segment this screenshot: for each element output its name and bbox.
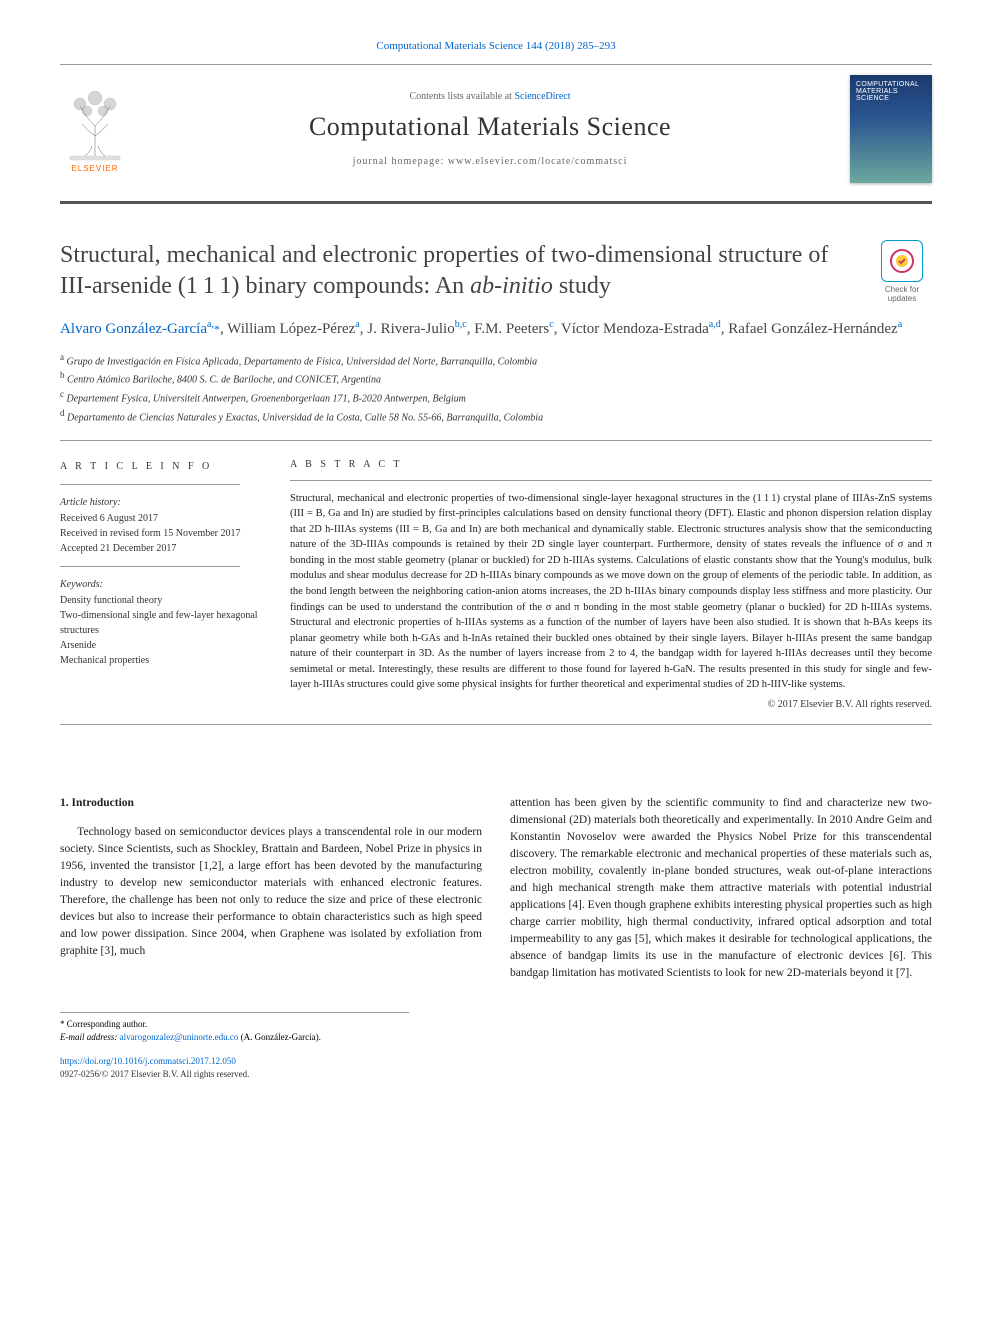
author-5-pre: , Víctor Mendoza-Estrada	[554, 321, 709, 337]
author-list: Alvaro González-Garcíaa,*, William López…	[60, 317, 932, 341]
author-5-affil[interactable]: a,d	[709, 319, 721, 330]
author-1-affil[interactable]: a,	[207, 319, 214, 330]
author-1[interactable]: Alvaro González-García	[60, 321, 207, 337]
article-body: 1. Introduction Technology based on semi…	[60, 795, 932, 982]
check-updates-label: Check for updates	[885, 285, 919, 303]
intro-para-right: attention has been given by the scientif…	[510, 795, 932, 982]
affiliation-list: a Grupo de Investigación en Física Aplic…	[60, 351, 932, 426]
body-column-left: 1. Introduction Technology based on semi…	[60, 795, 482, 982]
history-label: Article history:	[60, 495, 260, 510]
accepted-date: Accepted 21 December 2017	[60, 541, 260, 556]
title-italic: ab-initio	[470, 273, 553, 299]
homepage-label: journal homepage:	[353, 156, 448, 167]
keyword-1: Density functional theory	[60, 593, 260, 608]
author-3-pre: , J. Rivera-Julio	[360, 321, 455, 337]
journal-title: Computational Materials Science	[150, 112, 830, 142]
abstract-column: A B S T R A C T Structural, mechanical a…	[290, 459, 932, 710]
info-divider	[60, 566, 240, 567]
revised-date: Received in revised form 15 November 201…	[60, 526, 260, 541]
email-label: E-mail address:	[60, 1032, 117, 1042]
intro-para-left: Technology based on semiconductor device…	[60, 824, 482, 960]
author-3-affil[interactable]: b,c	[455, 319, 467, 330]
journal-homepage-line: journal homepage: www.elsevier.com/locat…	[150, 156, 830, 167]
author-6-affil[interactable]: a	[898, 319, 902, 330]
received-date: Received 6 August 2017	[60, 511, 260, 526]
citation-reference[interactable]: Computational Materials Science 144 (201…	[60, 40, 932, 52]
abstract-copyright: © 2017 Elsevier B.V. All rights reserved…	[290, 699, 932, 710]
corr-author-label: * Corresponding author.	[60, 1018, 409, 1032]
contents-text: Contents lists available at	[409, 91, 514, 102]
divider	[60, 724, 932, 725]
cover-title: COMPUTATIONAL MATERIALS SCIENCE	[856, 81, 926, 102]
keyword-2: Two-dimensional single and few-layer hex…	[60, 608, 260, 638]
section-heading: 1. Introduction	[60, 795, 482, 812]
affil-c: Departement Fysica, Universiteit Antwerp…	[67, 393, 466, 404]
affil-b: Centro Atómico Bariloche, 8400 S. C. de …	[67, 375, 381, 386]
abstract-text: Structural, mechanical and electronic pr…	[290, 491, 932, 693]
keyword-4: Mechanical properties	[60, 653, 260, 668]
corr-email-link[interactable]: alvarogonzalez@uninorte.edu.co	[120, 1032, 239, 1042]
affil-d: Departamento de Ciencias Naturales y Exa…	[67, 412, 543, 423]
corr-email-name: (A. González-García).	[238, 1032, 320, 1042]
check-updates-icon	[881, 240, 923, 282]
issn-copyright: 0927-0256/© 2017 Elsevier B.V. All right…	[60, 1068, 932, 1082]
sciencedirect-link[interactable]: ScienceDirect	[514, 91, 570, 102]
abstract-heading: A B S T R A C T	[290, 459, 932, 470]
journal-masthead: ELSEVIER Contents lists available at Sci…	[60, 64, 932, 204]
elsevier-tree-icon	[60, 86, 130, 161]
author-4-pre: , F.M. Peeters	[467, 321, 550, 337]
doi-link[interactable]: https://doi.org/10.1016/j.commatsci.2017…	[60, 1056, 236, 1066]
article-info-heading: A R T I C L E I N F O	[60, 459, 260, 474]
publisher-logo[interactable]: ELSEVIER	[60, 86, 130, 173]
keywords-label: Keywords:	[60, 577, 260, 592]
corresponding-author-footnote: * Corresponding author. E-mail address: …	[60, 1012, 409, 1045]
keyword-3: Arsenide	[60, 638, 260, 653]
author-2-pre: , William López-Pérez	[220, 321, 355, 337]
homepage-url[interactable]: www.elsevier.com/locate/commatsci	[448, 156, 628, 167]
article-title: Structural, mechanical and electronic pr…	[60, 240, 852, 302]
title-part1: Structural, mechanical and electronic pr…	[60, 242, 828, 299]
affil-a: Grupo de Investigación en Física Aplicad…	[67, 356, 538, 367]
divider	[60, 440, 932, 441]
title-part2: study	[553, 273, 611, 299]
abstract-divider	[290, 480, 932, 481]
journal-cover-thumbnail[interactable]: COMPUTATIONAL MATERIALS SCIENCE	[850, 75, 932, 183]
publisher-name: ELSEVIER	[60, 164, 130, 173]
body-column-right: attention has been given by the scientif…	[510, 795, 932, 982]
contents-available-line: Contents lists available at ScienceDirec…	[150, 91, 830, 102]
page-footer: https://doi.org/10.1016/j.commatsci.2017…	[60, 1055, 932, 1082]
article-info-column: A R T I C L E I N F O Article history: R…	[60, 459, 260, 710]
info-divider	[60, 484, 240, 485]
author-6-pre: , Rafael González-Hernández	[721, 321, 898, 337]
check-updates-badge[interactable]: Check for updates	[872, 240, 932, 303]
